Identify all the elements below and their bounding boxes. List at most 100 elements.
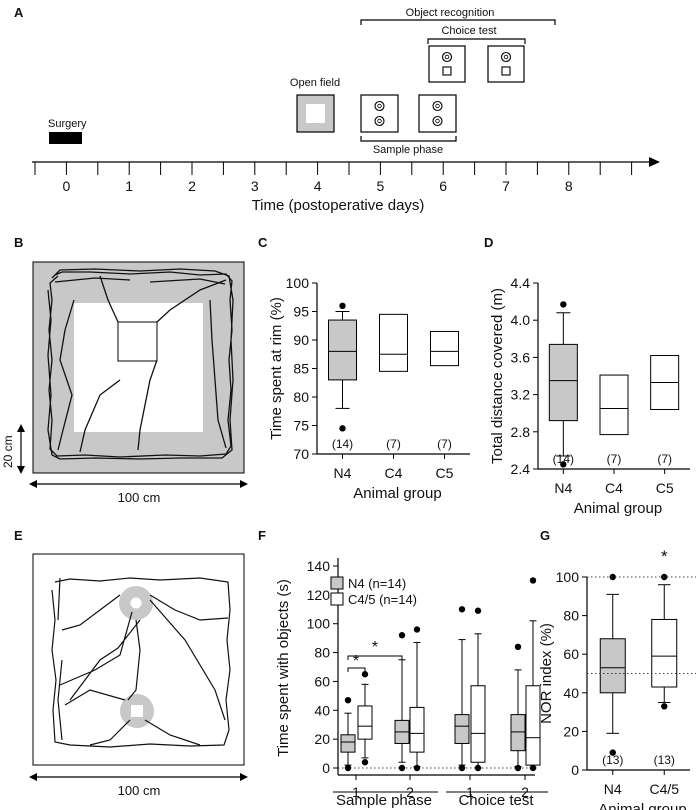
y-tick-label: 60 xyxy=(563,646,579,662)
outlier-point xyxy=(413,764,421,772)
sample-size-label: (7) xyxy=(386,437,401,451)
y-tick-label: 100 xyxy=(286,275,310,291)
outlier-point xyxy=(514,764,522,772)
sample-size-label: (7) xyxy=(607,452,622,466)
y-tick-label: 120 xyxy=(307,587,331,603)
outlier-point xyxy=(609,749,616,756)
box-n4 xyxy=(510,643,526,772)
box-iqr xyxy=(328,319,357,381)
box-iqr xyxy=(510,714,526,752)
object-recognition-bracket xyxy=(360,19,556,25)
scale-label-100cm-e: 100 cm xyxy=(118,783,161,798)
panel-label-d: D xyxy=(484,235,493,250)
y-tick-label: 20 xyxy=(563,723,579,739)
y-tick-label: 80 xyxy=(293,389,309,405)
y-tick-label: 0 xyxy=(322,760,330,776)
legend-label: C4/5 (n=14) xyxy=(348,592,417,607)
x-tick-label: C5 xyxy=(436,465,454,481)
outlier-point xyxy=(529,577,537,584)
timeline-axis-label: Time (postoperative days) xyxy=(252,197,425,214)
outlier-point xyxy=(339,425,346,432)
panel-label-c: C xyxy=(258,235,268,250)
x-group-label-sample: Sample phase xyxy=(336,792,432,809)
panel-label-b: B xyxy=(14,235,23,250)
scale-label-100cm-b: 100 cm xyxy=(118,490,161,505)
timeline-tick-label: 7 xyxy=(502,178,510,194)
x-tick-label: N4 xyxy=(554,480,572,496)
outlier-point xyxy=(560,301,567,308)
timeline-tick-label: 6 xyxy=(439,178,447,194)
box-C5 xyxy=(430,330,459,367)
box-N4 xyxy=(599,573,626,756)
y-tick-label: 4.0 xyxy=(511,312,531,328)
panel-label-a: A xyxy=(14,5,24,20)
box-N4 xyxy=(548,301,578,468)
outlier-point xyxy=(361,671,369,678)
significance-star: * xyxy=(353,653,359,670)
box-iqr xyxy=(379,313,408,372)
choice-test-arena-1 xyxy=(428,45,466,83)
choice-test-bracket xyxy=(427,38,526,44)
sample-size-label: (14) xyxy=(332,437,353,451)
significance-star: * xyxy=(661,547,668,566)
outlier-point xyxy=(458,764,466,772)
x-tick-label: C4 xyxy=(385,465,403,481)
box-iqr xyxy=(599,374,629,436)
y-tick-label: 80 xyxy=(563,608,579,624)
timeline-tick-label: 3 xyxy=(251,178,259,194)
scale-arrow-up xyxy=(17,424,25,432)
significance-star: * xyxy=(372,639,378,656)
outlier-point xyxy=(458,606,466,613)
box-iqr xyxy=(430,330,459,367)
y-tick-label: 80 xyxy=(314,645,330,661)
panel-label-g: G xyxy=(540,528,550,543)
open-field-arena xyxy=(296,94,335,133)
box-iqr xyxy=(454,714,470,744)
x-tick-label: C4 xyxy=(605,480,623,496)
y-axis-title: NOR index (%) xyxy=(538,623,555,724)
significance-bracket xyxy=(347,667,366,672)
y-tick-label: 100 xyxy=(307,616,331,632)
scale-arrow-left-e xyxy=(29,773,37,781)
box-c45 xyxy=(357,671,373,766)
outlier-point xyxy=(474,764,482,772)
sample-size-label: (13) xyxy=(654,753,675,767)
box-n4 xyxy=(394,632,410,772)
box-iqr xyxy=(651,618,678,688)
outlier-point xyxy=(344,764,352,772)
box-C4 xyxy=(599,374,629,436)
object-recognition-label: Object recognition xyxy=(406,7,495,19)
y-tick-label: 85 xyxy=(293,361,309,377)
timeline-tick-label: 2 xyxy=(188,178,196,194)
y-tick-label: 75 xyxy=(293,418,309,434)
outlier-point xyxy=(514,643,522,650)
sample-size-label: (7) xyxy=(437,437,452,451)
panel-label-f: F xyxy=(258,528,266,543)
y-tick-label: 40 xyxy=(563,685,579,701)
y-tick-label: 3.6 xyxy=(511,349,531,365)
box-iqr xyxy=(340,734,356,753)
timeline-tick-label: 4 xyxy=(314,178,322,194)
scale-arrow-right-b xyxy=(240,480,248,488)
timeline-tick-label: 8 xyxy=(565,178,573,194)
timeline-tick-label: 1 xyxy=(125,178,133,194)
open-field-label: Open field xyxy=(290,77,340,89)
x-axis-title: Animal group xyxy=(574,500,662,517)
timeline-tick-label: 5 xyxy=(377,178,385,194)
x-axis-title: Animal group xyxy=(598,801,686,810)
box-iqr xyxy=(409,706,425,753)
sample-phase-arena-2 xyxy=(418,94,457,133)
sample-size-label: (7) xyxy=(657,452,672,466)
box-n4 xyxy=(340,696,356,772)
outlier-point xyxy=(361,759,369,766)
choice-test-label: Choice test xyxy=(441,25,496,37)
box-c45 xyxy=(409,626,425,772)
outlier-point xyxy=(529,764,537,772)
outlier-point xyxy=(398,764,406,772)
box-C4/5 xyxy=(651,573,678,710)
sample-size-label: (14) xyxy=(553,452,574,466)
surgery-bar xyxy=(49,132,82,144)
x-tick-label: C5 xyxy=(656,480,674,496)
